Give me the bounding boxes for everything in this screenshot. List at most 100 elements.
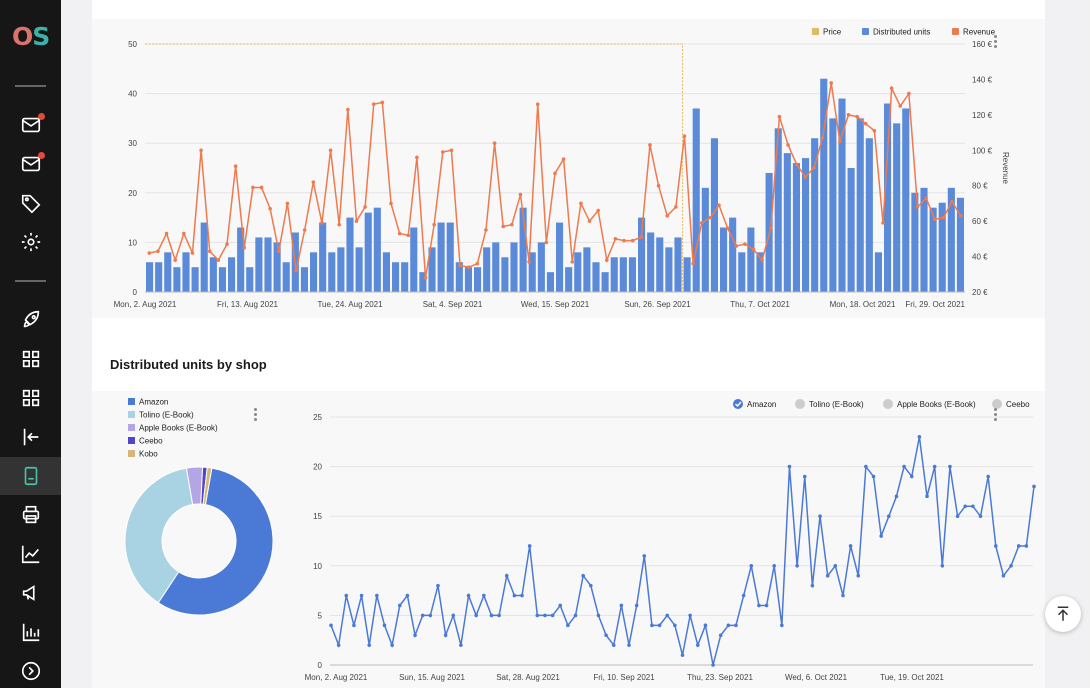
bar xyxy=(237,227,245,292)
amazon-point xyxy=(925,494,929,499)
sidebar-item-print[interactable] xyxy=(15,501,47,529)
sidebar-item-import[interactable] xyxy=(15,423,47,451)
bar xyxy=(938,202,946,292)
sidebar-item-inbox[interactable] xyxy=(15,111,47,139)
revenue-point xyxy=(164,231,169,236)
bar xyxy=(446,222,454,292)
amazon-line xyxy=(330,436,1035,666)
amazon-point xyxy=(344,593,349,598)
amazon-point xyxy=(482,593,486,598)
sidebar-item-mail[interactable] xyxy=(15,150,47,178)
revenue-point xyxy=(397,231,402,236)
bar xyxy=(182,252,190,292)
amazon-point xyxy=(695,643,700,647)
legend-item-3[interactable]: Ceebo xyxy=(992,399,1030,409)
x-tick-label: Wed, 6. Oct 2021 xyxy=(785,673,848,682)
amazon-point xyxy=(390,643,394,647)
legend-label: Ceebo xyxy=(139,437,163,446)
revenue-point xyxy=(156,249,160,254)
section-title: Distributed units by shop xyxy=(110,357,267,372)
sidebar-item-ebooks[interactable] xyxy=(0,457,61,495)
revenue-point xyxy=(587,219,592,223)
amazon-point xyxy=(1032,484,1036,489)
sidebar-item-expand[interactable] xyxy=(15,657,47,685)
bar xyxy=(692,108,700,292)
revenue-point xyxy=(182,231,186,236)
bar xyxy=(510,242,518,292)
y-tick-label: 5 xyxy=(318,611,323,620)
amazon-point xyxy=(489,613,494,618)
revenue-point xyxy=(449,148,454,153)
amazon-point xyxy=(627,643,631,647)
bar xyxy=(911,192,919,292)
line-chart-menu-button[interactable] xyxy=(994,408,998,423)
pie-slice xyxy=(202,466,213,506)
sidebar-item-reports[interactable] xyxy=(15,618,47,646)
y-tick-label: 10 xyxy=(128,238,137,247)
revenue-point xyxy=(328,148,333,153)
bar xyxy=(865,138,873,292)
amazon-point xyxy=(971,504,975,509)
legend-swatch xyxy=(128,437,135,444)
scroll-to-top-button[interactable] xyxy=(1045,596,1081,632)
sidebar-item-marketing[interactable] xyxy=(15,579,47,607)
sidebar-item-catalog[interactable] xyxy=(15,384,47,412)
revenue-point xyxy=(432,222,436,227)
amazon-point xyxy=(772,564,776,568)
amazon-point xyxy=(352,623,356,628)
bar xyxy=(665,247,673,292)
legend-item-0[interactable]: Amazon xyxy=(733,399,776,409)
print-icon xyxy=(22,505,40,524)
amazon-point xyxy=(650,623,654,628)
legend-label: Distributed units xyxy=(873,28,930,37)
revenue-point xyxy=(406,233,411,238)
revenue-point xyxy=(838,139,842,144)
sales-chart-card: 0 10 20 30 40 50 20 € 40 € 60 € 80 € 100 € 120 € 140… xyxy=(92,19,1045,318)
chart-menu-button[interactable] xyxy=(994,35,998,50)
revenue-point xyxy=(613,237,618,241)
revenue-point xyxy=(656,183,661,188)
bar xyxy=(382,252,390,292)
amazon-point xyxy=(818,514,822,518)
x-tick-label: Wed, 15. Sep 2021 xyxy=(521,300,590,309)
checkbox-checked-icon xyxy=(733,399,743,409)
amazon-point xyxy=(497,613,501,618)
revenue-point xyxy=(950,199,954,204)
y-right-tick-label: 80 € xyxy=(972,182,988,191)
sidebar-item-dashboard[interactable] xyxy=(15,345,47,373)
revenue-point xyxy=(648,143,652,147)
y-tick-label: 30 xyxy=(128,139,137,148)
legend-item-2[interactable]: Apple Books (E-Book) xyxy=(883,399,976,409)
bar xyxy=(310,252,318,292)
bar xyxy=(200,222,208,292)
bar xyxy=(847,168,855,292)
sidebar-item-statistics[interactable] xyxy=(15,540,47,568)
legend-label: Tolino (E-Book) xyxy=(809,400,864,409)
y-tick-label: 0 xyxy=(318,661,323,670)
sidebar-item-settings[interactable] xyxy=(15,228,47,256)
revenue-point xyxy=(932,217,937,222)
revenue-point xyxy=(233,164,238,169)
amazon-point xyxy=(443,633,448,638)
revenue-point xyxy=(717,203,721,207)
amazon-point xyxy=(841,593,845,598)
sidebar-item-tags[interactable] xyxy=(15,189,47,217)
sidebar-item-launch[interactable] xyxy=(15,306,47,334)
amazon-point xyxy=(566,623,570,628)
app-logo[interactable]: OS xyxy=(12,22,50,51)
amazon-point xyxy=(665,613,670,618)
donut-menu-button[interactable] xyxy=(254,408,258,423)
revenue-point xyxy=(907,91,911,96)
x-tick-label: Mon, 2. Aug 2021 xyxy=(114,300,177,309)
revenue-point xyxy=(510,222,514,227)
bar xyxy=(146,262,154,292)
bar xyxy=(364,212,372,292)
revenue-point xyxy=(708,215,713,220)
bar xyxy=(464,267,472,292)
legend-label: Tolino (E-Book) xyxy=(139,411,194,420)
bar xyxy=(155,262,163,292)
bar xyxy=(218,267,226,292)
amazon-point xyxy=(802,474,807,479)
legend-item-1[interactable]: Tolino (E-Book) xyxy=(795,399,864,409)
bar xyxy=(592,262,600,292)
